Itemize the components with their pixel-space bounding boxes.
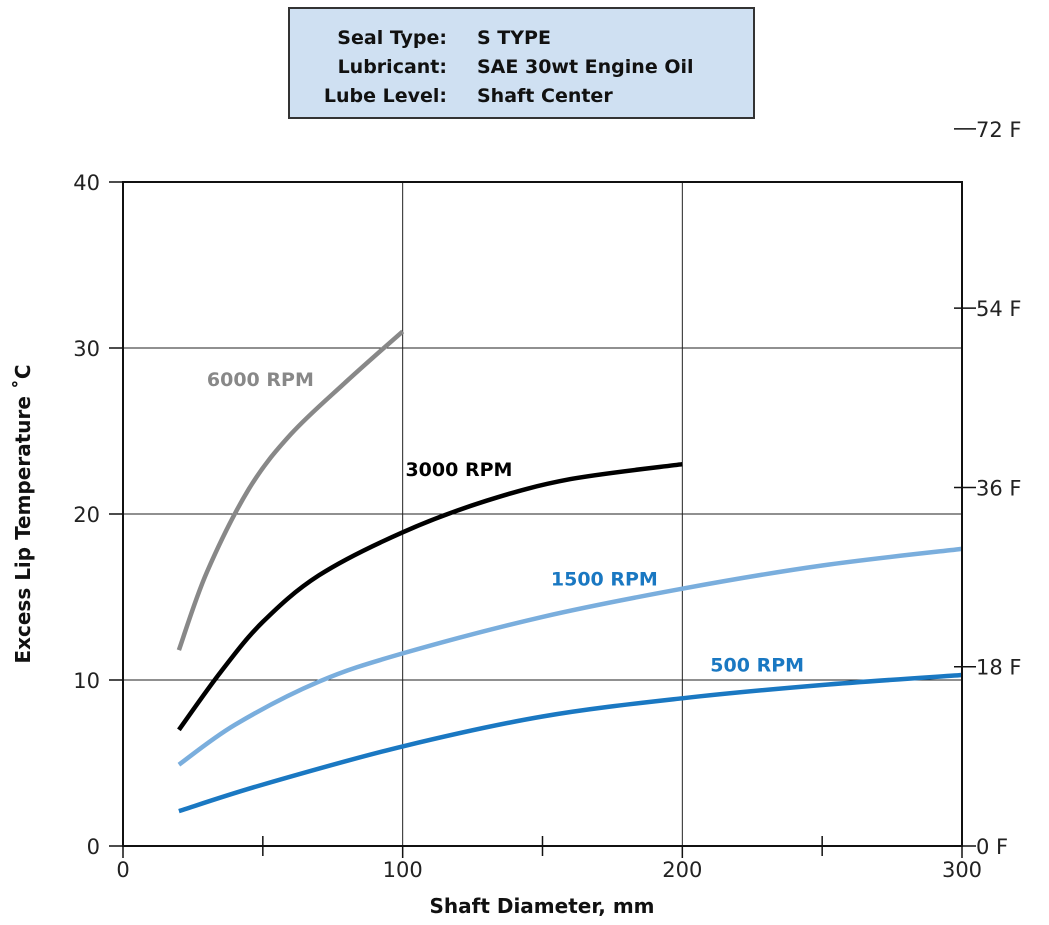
grid-layer [123, 182, 962, 846]
curve-layer [176, 329, 963, 814]
y-tick-label: 0 [87, 835, 100, 859]
y-tick-label: 30 [73, 337, 100, 361]
info-lubricant-value: SAE 30wt Engine Oil [477, 56, 694, 78]
y2-tick-label: 36 F [976, 476, 1021, 500]
y-tick-label: 10 [73, 669, 100, 693]
x-axis-title: Shaft Diameter, mm [429, 894, 654, 918]
series-line-6000-rpm [176, 329, 405, 651]
info-lube-level-value: Shaft Center [477, 85, 613, 107]
series-line-500-rpm [178, 672, 963, 814]
series-line-3000-rpm [177, 461, 683, 732]
y-tick-label: 40 [73, 171, 100, 195]
info-lube-level-key: Lube Level: [324, 85, 447, 107]
info-box: Seal Type: S TYPE Lubricant: SAE 30wt En… [288, 7, 755, 119]
y2-tick-label: 18 F [976, 656, 1021, 680]
label-layer: 6000 RPM 3000 RPM 1500 RPM 500 RPM [207, 369, 804, 677]
y2-tick-label: 54 F [976, 297, 1021, 321]
x-tick-label: 0 [116, 858, 129, 882]
y-axis-title: Excess Lip Temperature ˚C [11, 364, 35, 663]
series-label-6000-rpm: 6000 RPM [207, 369, 314, 391]
y2-tick-label: 72 F [976, 118, 1021, 142]
tick-layer: 0 100 200 300 0 10 20 30 40 0 F 18 F 36 F 54 F 72 F [73, 118, 1021, 882]
series-line-1500-rpm [177, 546, 963, 767]
x-tick-label: 200 [662, 858, 702, 882]
info-seal-type-key: Seal Type: [337, 27, 447, 49]
y-tick-label: 20 [73, 503, 100, 527]
series-label-1500-rpm: 1500 RPM [551, 568, 658, 590]
x-tick-label: 100 [383, 858, 423, 882]
info-box-background [288, 7, 755, 119]
info-lubricant-key: Lubricant: [338, 56, 447, 78]
series-label-3000-rpm: 3000 RPM [405, 459, 512, 481]
x-tick-label: 300 [942, 858, 982, 882]
info-seal-type-value: S TYPE [477, 27, 551, 49]
y2-tick-label: 0 F [976, 835, 1008, 859]
series-label-500-rpm: 500 RPM [710, 655, 804, 677]
